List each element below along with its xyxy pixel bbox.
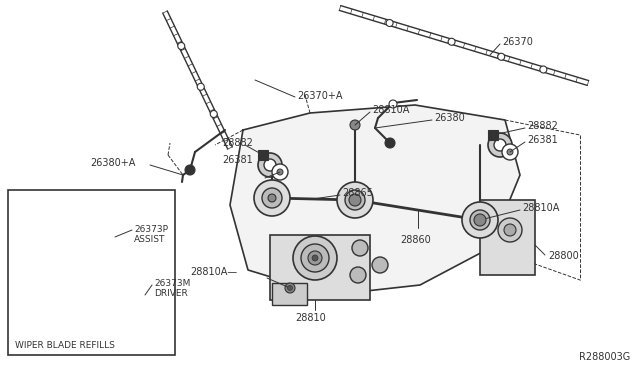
Text: ASSIST: ASSIST xyxy=(134,234,165,244)
Circle shape xyxy=(258,153,282,177)
Circle shape xyxy=(337,182,373,218)
Text: 26373P: 26373P xyxy=(134,224,168,234)
Circle shape xyxy=(301,244,329,272)
Circle shape xyxy=(264,159,276,171)
Text: 26370: 26370 xyxy=(502,37,533,47)
Circle shape xyxy=(448,38,455,45)
Circle shape xyxy=(345,190,365,210)
Circle shape xyxy=(349,194,361,206)
Text: 28810A: 28810A xyxy=(372,105,410,115)
Bar xyxy=(258,150,268,160)
Circle shape xyxy=(462,202,498,238)
Text: 26370+A: 26370+A xyxy=(297,91,342,101)
Circle shape xyxy=(293,236,337,280)
Circle shape xyxy=(507,149,513,155)
Text: 28882: 28882 xyxy=(527,121,558,131)
Circle shape xyxy=(470,210,490,230)
Circle shape xyxy=(386,19,393,26)
Text: WIPER BLADE REFILLS: WIPER BLADE REFILLS xyxy=(15,340,115,350)
Text: DRIVER: DRIVER xyxy=(154,289,188,298)
Text: 28810A: 28810A xyxy=(522,203,559,213)
Circle shape xyxy=(352,240,368,256)
Circle shape xyxy=(540,66,547,73)
Circle shape xyxy=(268,194,276,202)
Bar xyxy=(272,283,307,305)
Text: 28800: 28800 xyxy=(548,251,579,261)
Circle shape xyxy=(389,100,397,108)
Circle shape xyxy=(308,251,322,265)
Circle shape xyxy=(385,138,395,148)
Circle shape xyxy=(350,120,360,130)
Circle shape xyxy=(504,224,516,236)
Circle shape xyxy=(272,164,288,180)
Circle shape xyxy=(476,216,484,224)
Text: 26380: 26380 xyxy=(434,113,465,123)
Circle shape xyxy=(287,285,292,291)
Circle shape xyxy=(474,214,486,226)
Bar xyxy=(8,190,175,355)
Circle shape xyxy=(350,267,366,283)
Circle shape xyxy=(178,42,185,49)
Text: 28882: 28882 xyxy=(222,138,253,148)
Circle shape xyxy=(211,110,217,118)
Text: 26381: 26381 xyxy=(222,155,253,165)
Circle shape xyxy=(254,180,290,216)
Circle shape xyxy=(312,255,318,261)
Text: 28860: 28860 xyxy=(400,235,431,245)
Bar xyxy=(488,130,498,140)
Text: 28810A—: 28810A— xyxy=(190,267,237,277)
Circle shape xyxy=(372,257,388,273)
Circle shape xyxy=(488,133,512,157)
Circle shape xyxy=(498,53,505,60)
Circle shape xyxy=(262,188,282,208)
Text: 26373M: 26373M xyxy=(154,279,190,288)
Polygon shape xyxy=(230,105,520,295)
Circle shape xyxy=(502,144,518,160)
Bar xyxy=(480,200,535,275)
Circle shape xyxy=(185,165,195,175)
Text: R288003G: R288003G xyxy=(579,352,630,362)
Circle shape xyxy=(197,83,204,90)
Text: 28810: 28810 xyxy=(295,313,326,323)
Bar xyxy=(270,235,370,300)
Circle shape xyxy=(498,218,522,242)
Text: 28865: 28865 xyxy=(342,188,373,198)
Circle shape xyxy=(285,283,295,293)
Circle shape xyxy=(494,139,506,151)
Text: 26381: 26381 xyxy=(527,135,557,145)
Circle shape xyxy=(277,169,283,175)
Text: 26380+A: 26380+A xyxy=(90,158,136,168)
Circle shape xyxy=(351,196,359,204)
